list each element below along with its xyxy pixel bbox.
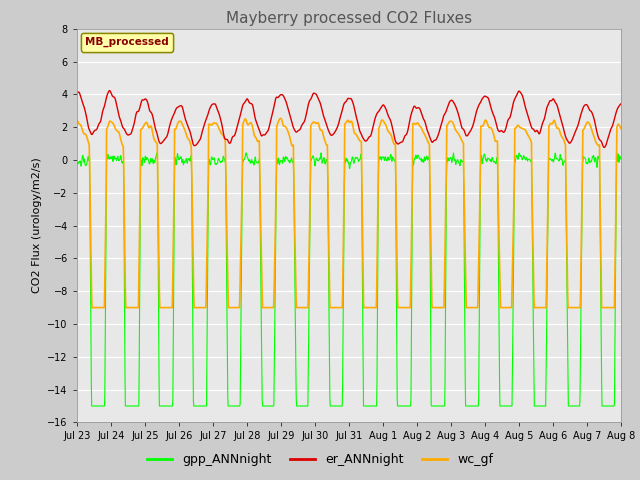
Legend: gpp_ANNnight, er_ANNnight, wc_gf: gpp_ANNnight, er_ANNnight, wc_gf [142, 448, 498, 471]
Legend: MB_processed: MB_processed [81, 33, 173, 51]
Y-axis label: CO2 Flux (urology/m2/s): CO2 Flux (urology/m2/s) [32, 158, 42, 293]
Title: Mayberry processed CO2 Fluxes: Mayberry processed CO2 Fluxes [226, 11, 472, 26]
